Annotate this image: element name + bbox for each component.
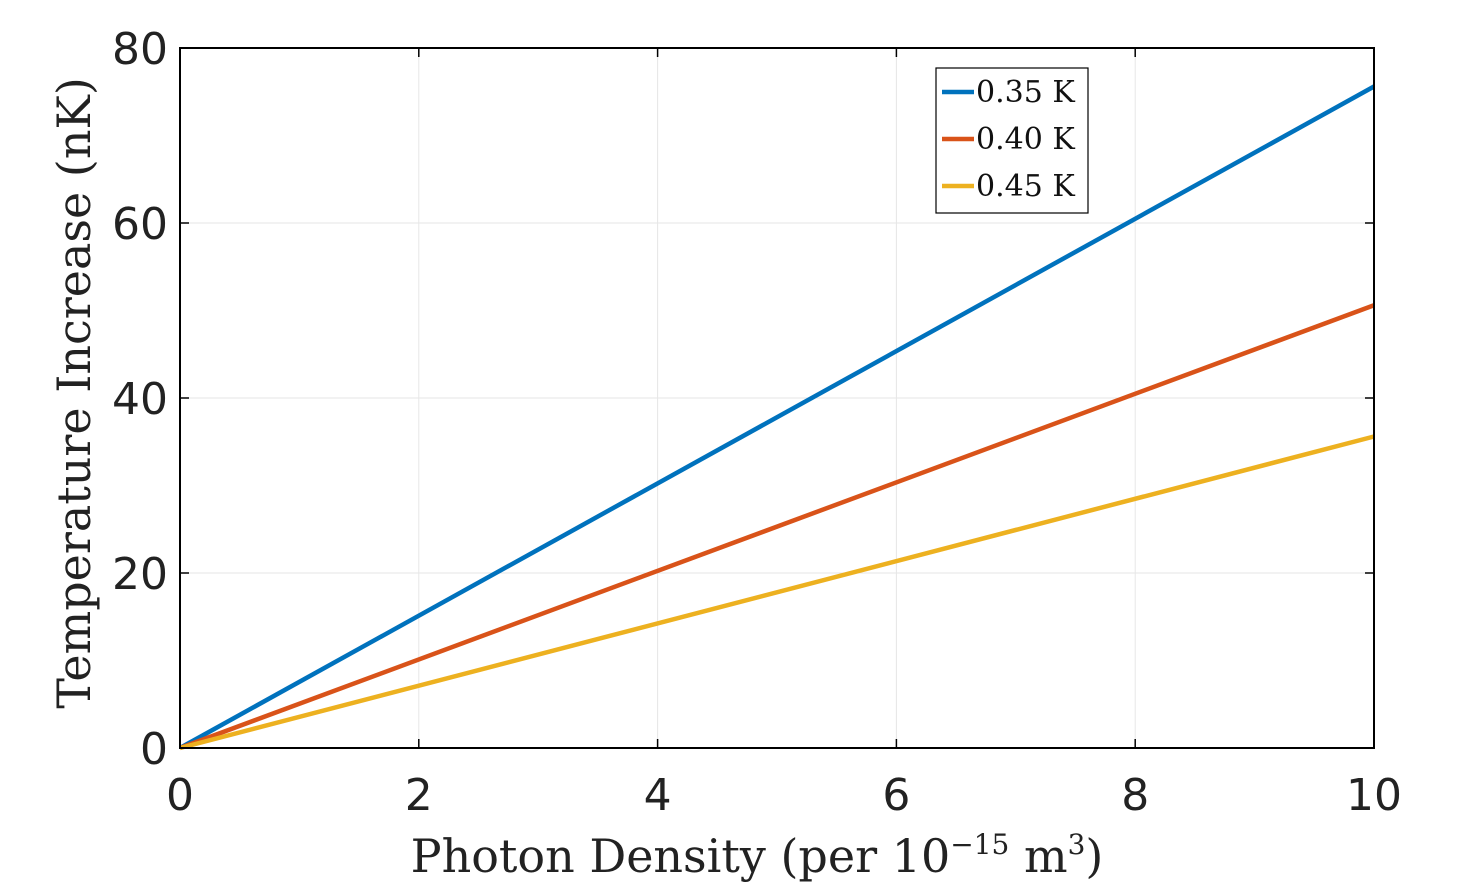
legend-entry: 0.35 K [976, 75, 1075, 110]
x-tick-label: 4 [644, 770, 672, 821]
series-lines [178, 84, 1376, 751]
x-axis-label: Photon Density (per 10−15 m3) [411, 828, 1104, 883]
grid [180, 48, 1374, 748]
legend-entry: 0.40 K [976, 122, 1075, 157]
series-line [179, 303, 1375, 751]
y-tick-label: 80 [112, 24, 168, 75]
y-tick-label: 0 [140, 724, 168, 775]
y-axis-label: Temperature Increase (nK) [47, 77, 101, 709]
legend: 0.35 K 0.40 K 0.45 K [935, 67, 1089, 214]
x-tick-label: 0 [166, 770, 194, 821]
series-line [178, 84, 1376, 750]
legend-entry: 0.45 K [976, 169, 1075, 204]
y-tick-label: 20 [112, 549, 168, 600]
y-tick-label: 60 [112, 199, 168, 250]
x-tick-label: 2 [405, 770, 433, 821]
series-line [179, 434, 1375, 751]
x-tick-label: 6 [882, 770, 910, 821]
axis-ticks: 0 2 4 6 8 10 0 20 40 60 80 [112, 24, 1402, 821]
y-tick-label: 40 [112, 374, 168, 425]
x-tick-label: 10 [1346, 770, 1402, 821]
x-tick-label: 8 [1121, 770, 1149, 821]
